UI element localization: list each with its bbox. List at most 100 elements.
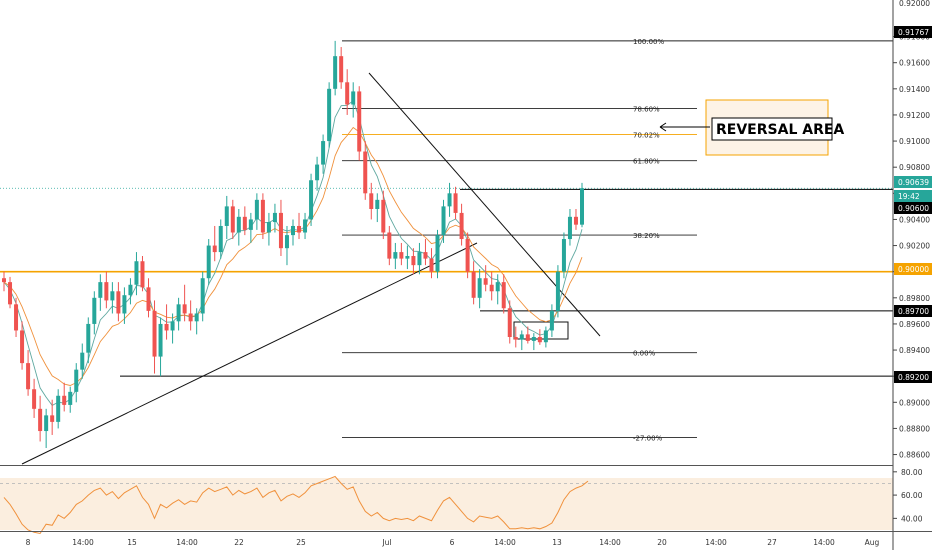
candle-body [56, 395, 61, 422]
candle-body [32, 389, 37, 409]
candle-body [254, 199, 259, 220]
candle-body [513, 336, 518, 340]
fib-level-label: 78.60% [633, 105, 660, 113]
price-badge [894, 202, 932, 214]
price-badge-label: 0.91767 [898, 28, 929, 37]
reversal-area-label: REVERSAL AREA [716, 122, 844, 138]
candle-body [555, 271, 560, 311]
candle-body [465, 239, 470, 272]
candle-body [98, 282, 103, 298]
candle-body [44, 415, 49, 432]
candle-body [315, 164, 320, 181]
fib-level-label: 38.20% [633, 232, 660, 240]
candle-body [20, 330, 25, 364]
candle-body [519, 334, 524, 340]
candle-body [489, 284, 494, 292]
fib-level-label: 0.00% [633, 350, 656, 358]
price-badge [894, 305, 932, 317]
candle-body [483, 278, 488, 285]
rsi-tick-label: 60.00 [901, 491, 923, 500]
candle-body [104, 282, 109, 301]
price-tick-label: 0.88800 [899, 424, 930, 433]
ascending-trendline [21, 242, 478, 465]
candle-body [152, 310, 157, 357]
candles-layer [2, 40, 584, 449]
price-badge [894, 371, 932, 383]
candle-body [357, 91, 362, 152]
price-badge-label: 19:42 [898, 192, 920, 201]
candle-body [158, 323, 163, 357]
candle-body [38, 408, 43, 432]
candle-body [339, 56, 344, 83]
candle-body [459, 212, 464, 240]
time-tick-label: 14:00 [705, 538, 727, 547]
candle-body [417, 252, 422, 266]
candle-body [303, 219, 308, 233]
candle-body [86, 323, 91, 353]
candle-body [333, 56, 338, 89]
annotation-layer: REVERSAL AREA [659, 99, 844, 156]
rsi-band-fill [0, 478, 893, 530]
price-badge-label: 0.90639 [898, 178, 929, 187]
candle-body [2, 278, 6, 283]
candle-body [363, 151, 368, 194]
price-tick-label: 0.90400 [899, 215, 930, 224]
candle-body [212, 245, 217, 253]
candle-body [580, 188, 584, 225]
time-tick-label: 20 [657, 538, 667, 547]
candle-body [495, 282, 500, 292]
fib-level-label: -27.00% [633, 435, 663, 443]
price-tick-label: 0.92000 [899, 0, 930, 8]
price-tick-label: 0.91000 [899, 137, 930, 146]
candle-body [140, 261, 145, 288]
price-tick-label: 0.89800 [899, 294, 930, 303]
rsi-line [3, 475, 589, 535]
candle-body [393, 252, 398, 259]
candle-body [218, 225, 223, 253]
candle-body [351, 91, 356, 105]
price-tick-label: 0.89000 [899, 398, 930, 407]
candle-body [507, 308, 512, 337]
candle-body [200, 278, 205, 314]
price-tick-label: 0.89400 [899, 346, 930, 355]
candle-body [309, 180, 314, 220]
candle-body [182, 304, 187, 314]
candle-body [375, 199, 380, 209]
candle-body [146, 287, 151, 311]
candle-body [441, 206, 446, 236]
candle-body [242, 216, 247, 230]
candle-body [176, 304, 181, 322]
candle-body [116, 291, 121, 314]
candle-body [224, 206, 229, 226]
candle-body [194, 313, 199, 322]
price-tick-label: 0.91200 [899, 111, 930, 120]
candle-body [297, 225, 302, 233]
candle-body [471, 271, 476, 298]
time-tick-label: 25 [296, 538, 306, 547]
candle-body [62, 395, 67, 405]
candle-body [453, 193, 458, 213]
candle-body [80, 352, 85, 370]
time-tick-label: 6 [450, 538, 455, 547]
price-tick-label: 0.90200 [899, 242, 930, 251]
candle-body [321, 141, 326, 165]
candle-body [50, 415, 55, 422]
candle-body [291, 225, 295, 236]
candle-body [411, 256, 416, 266]
candle-body [206, 245, 211, 279]
candle-body [26, 363, 31, 390]
candle-body [429, 258, 434, 272]
candle-body [369, 193, 374, 209]
time-tick-label: 15 [127, 538, 137, 547]
candle-body [170, 321, 175, 331]
candle-body [236, 216, 241, 233]
candle-body [278, 212, 283, 249]
candle-body [387, 232, 392, 259]
fib-level-label: 70.02% [633, 132, 660, 140]
price-badge-label: 0.89200 [898, 373, 929, 382]
candle-body [423, 252, 428, 259]
candle-body [266, 222, 271, 233]
